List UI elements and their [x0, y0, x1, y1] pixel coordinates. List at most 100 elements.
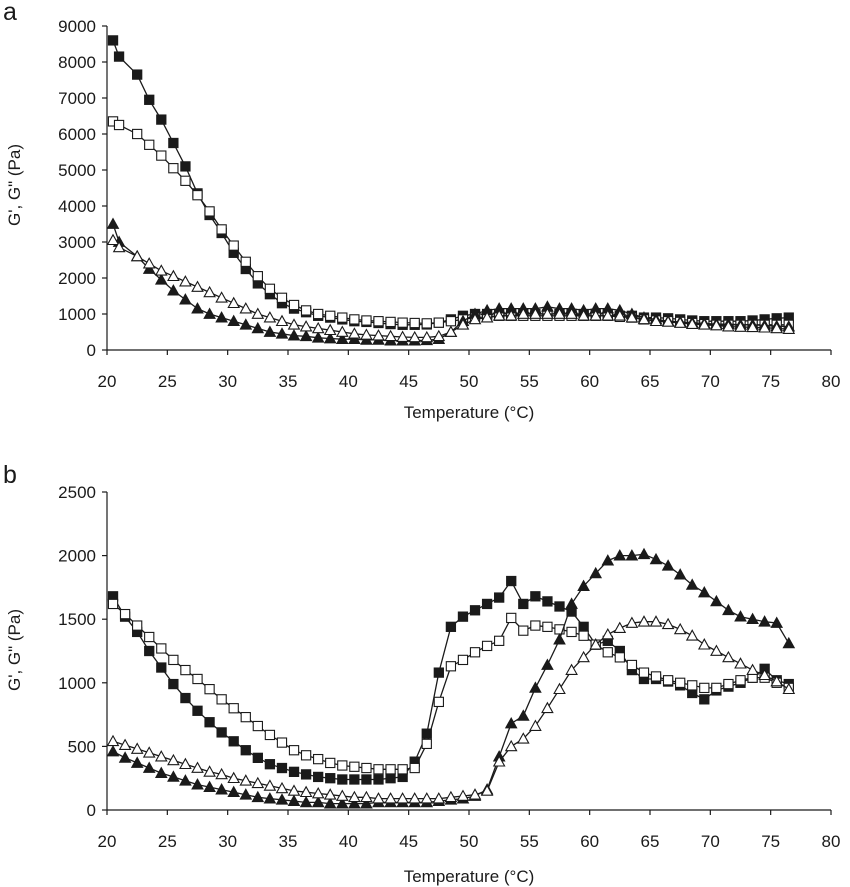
data-point-square-filled [325, 773, 336, 784]
data-point-triangle-open [275, 781, 289, 794]
data-point-triangle-open [697, 318, 711, 330]
data-point-triangle-open [154, 750, 168, 762]
data-point-square-open [650, 671, 662, 682]
x-tick-label: 75 [761, 372, 780, 391]
data-point-triangle-open [504, 739, 518, 752]
data-point-square-open [337, 760, 348, 771]
y-tick-label: 6000 [58, 125, 96, 144]
data-point-triangle-filled [637, 547, 651, 560]
data-point-square-open [180, 664, 191, 676]
data-point-triangle-filled [335, 797, 349, 809]
data-point-square-open [397, 317, 408, 328]
data-point-triangle-open [565, 307, 578, 319]
data-point-triangle-filled [106, 217, 120, 229]
data-point-triangle-open [167, 269, 180, 282]
y-tick-label: 2000 [58, 547, 96, 566]
data-point-square-open [349, 761, 360, 772]
data-point-square-open [433, 317, 444, 328]
data-point-triangle-open [335, 325, 349, 337]
data-point-square-open [361, 315, 372, 326]
data-point-square-open [361, 762, 372, 774]
data-point-square-filled [433, 667, 444, 678]
data-point-triangle-filled [613, 549, 627, 561]
x-tick-label: 40 [339, 372, 358, 391]
panel-a-chart: a 20 25 30 35 40 45 50 55 60 65 70 75 80 0 1000 2000 300… [3, 0, 840, 422]
data-point-square-open [264, 283, 276, 294]
data-point-square-open [481, 640, 493, 652]
data-point-square-filled [204, 717, 215, 728]
data-point-triangle-open [601, 627, 615, 640]
x-tick-label: 55 [520, 372, 539, 391]
y-tick-label: 1500 [58, 610, 96, 629]
panel-a-y-axis-title: G', G" (Pa) [5, 144, 24, 226]
data-point-square-open [735, 675, 746, 686]
data-point-square-filled [300, 769, 312, 780]
data-point-triangle-open [311, 786, 325, 799]
data-point-triangle-open [360, 328, 373, 340]
x-tick-label: 35 [279, 372, 298, 391]
y-tick-label: 4000 [58, 197, 96, 216]
data-point-square-open [313, 308, 324, 320]
data-point-triangle-filled [239, 788, 253, 800]
data-point-triangle-open [589, 638, 603, 650]
data-point-triangle-open [167, 753, 180, 766]
data-point-triangle-filled [504, 716, 518, 729]
data-point-triangle-open [637, 312, 651, 325]
data-point-triangle-filled [746, 612, 759, 625]
data-point-triangle-filled [323, 331, 337, 344]
data-point-square-filled [481, 598, 493, 610]
data-point-triangle-open [734, 657, 747, 669]
data-point-square-filled [373, 774, 384, 785]
data-point-triangle-open [722, 650, 735, 663]
data-point-triangle-open [589, 309, 603, 321]
data-point-square-open [457, 654, 469, 666]
y-tick-label: 9000 [58, 17, 96, 36]
data-point-square-open [397, 764, 408, 775]
data-point-triangle-open [227, 771, 241, 784]
data-point-triangle-filled [154, 273, 168, 285]
data-point-square-open [325, 310, 336, 321]
x-tick-label: 80 [822, 372, 841, 391]
y-tick-label: 5000 [58, 161, 96, 180]
data-point-triangle-filled [130, 756, 144, 768]
data-point-triangle-filled [758, 615, 771, 627]
data-point-triangle-open [130, 249, 144, 262]
data-point-triangle-open [130, 742, 144, 754]
data-point-triangle-filled [335, 332, 349, 345]
data-point-square-open [300, 750, 312, 761]
data-point-triangle-filled [722, 603, 735, 616]
x-tick-label: 75 [761, 832, 780, 851]
y-tick-label: 2500 [58, 483, 96, 502]
data-point-square-open [288, 299, 300, 311]
data-point-square-open [662, 675, 674, 686]
data-point-triangle-filled [275, 793, 289, 805]
data-point-triangle-filled [191, 302, 204, 314]
data-point-square-filled [144, 94, 155, 105]
data-point-triangle-open [444, 325, 458, 337]
data-point-square-open [445, 661, 457, 672]
x-tick-label: 20 [98, 372, 117, 391]
series-square-filled [107, 35, 794, 330]
data-point-triangle-open [770, 674, 784, 687]
data-point-square-open [349, 314, 360, 325]
data-point-triangle-open [541, 307, 554, 319]
data-point-triangle-filled [227, 785, 241, 798]
series-line [112, 40, 789, 326]
data-point-triangle-filled [770, 616, 784, 628]
y-tick-label: 7000 [58, 89, 96, 108]
data-point-triangle-open [142, 257, 156, 269]
data-point-triangle-filled [577, 579, 590, 591]
data-point-triangle-open [758, 668, 771, 681]
data-point-square-filled [144, 645, 155, 657]
data-point-triangle-open [529, 307, 542, 319]
data-point-square-open [156, 643, 167, 654]
data-point-square-open [421, 738, 432, 750]
data-point-square-filled [445, 621, 457, 632]
data-point-triangle-filled [215, 311, 228, 323]
data-point-triangle-filled [287, 794, 301, 806]
data-point-square-filled [518, 598, 529, 610]
data-point-triangle-filled [649, 552, 663, 565]
data-point-square-open [276, 292, 288, 303]
y-tick-label: 1000 [58, 305, 96, 324]
data-point-triangle-filled [673, 568, 687, 580]
